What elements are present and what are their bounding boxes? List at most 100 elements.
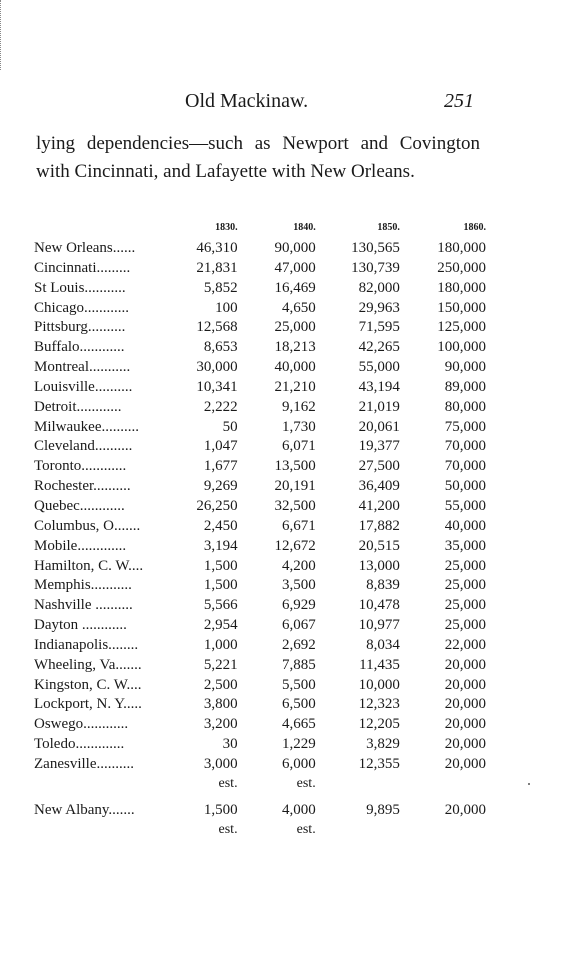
value-1840: 20,191 bbox=[274, 478, 316, 495]
city-name: Toronto............ bbox=[34, 458, 127, 475]
table-row: Chicago............ 100 4,650 29,963 150,000 bbox=[34, 299, 486, 319]
table-row: Louisville.......... 10,341 21,210 43,194 89… bbox=[34, 378, 486, 398]
value-1850: 130,565 bbox=[351, 240, 400, 256]
value-1840: 5,500 bbox=[281, 676, 316, 693]
value-1830: 50 bbox=[222, 418, 238, 435]
value-1850: 82,000 bbox=[358, 279, 400, 296]
value-1830: 1,500 bbox=[203, 801, 238, 818]
value-1860: 70,000 bbox=[444, 438, 486, 455]
value-1860: 50,000 bbox=[444, 478, 486, 495]
table-row: Rochester.......... 9,269 20,191 36,409 50,0… bbox=[34, 477, 486, 497]
value-1860: 25,000 bbox=[444, 597, 486, 614]
value-1850: 43,194 bbox=[358, 378, 400, 395]
city-name: St Louis........... bbox=[34, 279, 126, 296]
value-1860: 250,000 bbox=[437, 259, 486, 276]
value-1830: 2,500 bbox=[203, 676, 238, 693]
value-1840: 6,929 bbox=[281, 597, 316, 614]
city-name: Wheeling, Va....... bbox=[34, 656, 142, 673]
value-1840: 13,500 bbox=[274, 458, 316, 475]
value-1830: 8,653 bbox=[203, 339, 238, 356]
estimate-note-1830: est. bbox=[218, 775, 238, 791]
value-1860: 25,000 bbox=[444, 617, 486, 634]
table-row: Nashville .......... 5,566 6,929 10,478 25,0… bbox=[34, 596, 486, 616]
value-1850: 42,265 bbox=[358, 339, 400, 356]
table-row: Detroit............ 2,222 9,162 21,019 80,00… bbox=[34, 398, 486, 418]
row-spacer bbox=[34, 793, 486, 801]
value-1830: 46,310 bbox=[196, 240, 238, 256]
value-1840: 4,200 bbox=[281, 557, 316, 574]
city-name: Oswego............ bbox=[34, 716, 129, 733]
value-1850: 12,205 bbox=[358, 716, 400, 733]
note-empty bbox=[400, 775, 486, 793]
value-1830: 10,341 bbox=[196, 378, 238, 395]
table-row: New Orleans...... 46,310 90,000 130,565 180,… bbox=[34, 239, 486, 259]
value-1860: 89,000 bbox=[444, 378, 486, 395]
table-row: Hamilton, C. W.... 1,500 4,200 13,000 25,000 bbox=[34, 557, 486, 577]
value-1830: 2,222 bbox=[203, 398, 238, 415]
value-1840: 21,210 bbox=[274, 378, 316, 395]
city-name: Kingston, C. W.... bbox=[34, 676, 142, 693]
value-1840: 4,000 bbox=[281, 801, 316, 818]
value-1860: 20,000 bbox=[444, 801, 486, 818]
table-row: Cleveland.......... 1,047 6,071 19,377 70,00… bbox=[34, 437, 486, 457]
value-1860: 20,000 bbox=[444, 716, 486, 733]
city-name: Pittsburg.......... bbox=[34, 319, 126, 336]
note-empty bbox=[316, 821, 400, 839]
value-1830: 3,000 bbox=[203, 755, 238, 772]
value-1840: 6,067 bbox=[281, 617, 316, 634]
value-1830: 30,000 bbox=[196, 359, 238, 376]
value-1860: 125,000 bbox=[437, 319, 486, 336]
value-1840: 32,500 bbox=[274, 497, 316, 514]
value-1830: 3,200 bbox=[203, 716, 238, 733]
value-1860: 180,000 bbox=[437, 240, 486, 256]
table-header-row: 1830. 1840. 1850. 1860. bbox=[34, 221, 486, 239]
value-1830: 21,831 bbox=[196, 259, 238, 276]
table-body: New Orleans...... 46,310 90,000 130,565 180,… bbox=[34, 239, 486, 839]
value-1860: 20,000 bbox=[444, 696, 486, 713]
city-name: Mobile............. bbox=[34, 537, 127, 554]
city-name: Lockport, N. Y..... bbox=[34, 696, 142, 713]
running-title: Old Mackinaw. bbox=[185, 90, 309, 112]
table-row: Indianapolis........ 1,000 2,692 8,034 22,00… bbox=[34, 636, 486, 656]
value-1840: 9,162 bbox=[281, 398, 316, 415]
value-1830: 1,677 bbox=[203, 458, 238, 475]
value-1850: 27,500 bbox=[358, 458, 400, 475]
value-1830: 30 bbox=[222, 736, 238, 753]
value-1850: 130,739 bbox=[351, 259, 400, 276]
value-1840: 3,500 bbox=[281, 577, 316, 594]
value-1840: 12,672 bbox=[274, 537, 316, 554]
city-name: Milwaukee.......... bbox=[34, 418, 139, 435]
value-1840: 6,671 bbox=[281, 517, 316, 534]
note-empty bbox=[400, 821, 486, 839]
value-1860: 75,000 bbox=[444, 418, 486, 435]
value-1830: 12,568 bbox=[196, 319, 238, 336]
value-1860: 70,000 bbox=[444, 458, 486, 475]
value-1860: 80,000 bbox=[444, 398, 486, 415]
table-row: Columbus, O....... 2,450 6,671 17,882 40,000 bbox=[34, 517, 486, 537]
value-1840: 6,071 bbox=[281, 438, 316, 455]
city-name: Indianapolis........ bbox=[34, 636, 139, 653]
table-row: Toronto............ 1,677 13,500 27,500 70,0… bbox=[34, 457, 486, 477]
value-1830: 100 bbox=[215, 299, 238, 316]
value-1830: 5,852 bbox=[203, 279, 238, 296]
value-1850: 19,377 bbox=[358, 438, 400, 455]
value-1860: 20,000 bbox=[444, 755, 486, 772]
value-1840: 4,650 bbox=[281, 299, 316, 316]
value-1860: 40,000 bbox=[444, 517, 486, 534]
value-1850: 12,323 bbox=[358, 696, 400, 713]
header-1830: 1830. bbox=[215, 221, 238, 233]
value-1830: 1,500 bbox=[203, 577, 238, 594]
value-1850: 21,019 bbox=[358, 398, 400, 415]
value-1860: 20,000 bbox=[444, 676, 486, 693]
value-1840: 1,229 bbox=[281, 736, 316, 753]
table-row: Wheeling, Va....... 5,221 7,885 11,435 20,00… bbox=[34, 656, 486, 676]
table-row: Quebec............ 26,250 32,500 41,200 55,0… bbox=[34, 497, 486, 517]
estimate-note-row: est. est. bbox=[34, 775, 486, 793]
value-1850: 13,000 bbox=[358, 557, 400, 574]
table-row: Pittsburg.......... 12,568 25,000 71,595 125… bbox=[34, 318, 486, 338]
table-row: Dayton ............ 2,954 6,067 10,977 25,00… bbox=[34, 616, 486, 636]
estimate-note-row: est. est. bbox=[34, 821, 486, 839]
city-name: Memphis........... bbox=[34, 577, 132, 594]
header-1850: 1850. bbox=[377, 221, 400, 233]
value-1850: 10,000 bbox=[358, 676, 400, 693]
